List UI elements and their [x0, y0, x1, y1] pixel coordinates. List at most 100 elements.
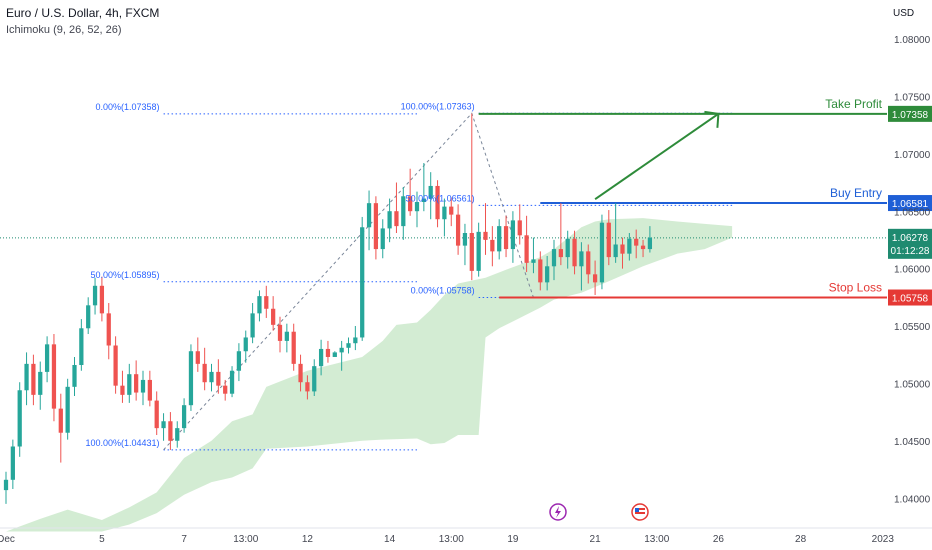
candle-body — [92, 285, 98, 306]
candle — [469, 113, 474, 281]
candle — [195, 337, 200, 372]
candle — [599, 214, 605, 290]
candle-body — [38, 371, 43, 395]
candle — [332, 351, 337, 357]
candle-body — [524, 235, 529, 263]
candle-body — [373, 203, 379, 250]
candle — [305, 375, 310, 400]
candle-body — [640, 245, 646, 250]
candle-body — [72, 365, 77, 387]
candle-body — [620, 244, 625, 254]
candle-body — [113, 345, 118, 386]
candle — [216, 359, 221, 394]
candle-body — [490, 239, 495, 252]
candle-body — [572, 238, 577, 267]
candle — [627, 233, 632, 261]
current-price-text: 1.06278 — [892, 233, 929, 244]
candle-body — [408, 196, 413, 212]
candle — [435, 180, 440, 228]
candle — [236, 343, 242, 382]
candle-body — [647, 237, 653, 250]
candle — [72, 356, 77, 396]
candle-body — [455, 214, 461, 246]
candle-body — [181, 405, 187, 429]
candle — [223, 379, 228, 401]
candle — [291, 323, 296, 371]
candle — [640, 239, 646, 258]
candle — [113, 336, 118, 394]
candle-body — [257, 296, 262, 314]
candle-body — [606, 222, 611, 258]
candle — [298, 354, 303, 392]
candle-body — [613, 244, 618, 258]
candle — [421, 162, 426, 212]
candle — [606, 210, 611, 266]
candle-body — [79, 328, 84, 366]
candle — [613, 203, 618, 263]
y-tick-label: 1.07000 — [894, 150, 931, 161]
event-icons — [549, 503, 649, 521]
candle-body — [195, 351, 200, 364]
target-arrow-head — [704, 110, 720, 128]
candle-body — [332, 352, 337, 357]
candle-body — [291, 331, 296, 364]
y-tick-label: 1.07500 — [894, 93, 931, 104]
us-flag-event-icon[interactable] — [631, 503, 649, 521]
candle-body — [284, 331, 289, 341]
fib-level-label: 0.00%(1.07358) — [96, 102, 160, 112]
take-profit-price-text: 1.07358 — [892, 110, 929, 121]
candle-body — [106, 313, 111, 346]
candle — [175, 421, 180, 448]
candle — [531, 237, 536, 274]
x-tick-label: 14 — [384, 534, 396, 545]
fib-level-label: 100.00%(1.04431) — [85, 438, 159, 448]
chart-title: Euro / U.S. Dollar, 4h, FXCM — [6, 6, 160, 20]
x-tick-label: Dec — [0, 534, 15, 545]
candle-body — [551, 249, 557, 267]
candle — [24, 352, 29, 406]
candle-body — [134, 374, 139, 393]
fib-level-label: 0.00%(1.05758) — [411, 286, 475, 296]
candle-body — [161, 421, 166, 429]
candle — [10, 439, 15, 489]
candle — [634, 229, 639, 259]
candle-body — [538, 259, 543, 283]
candle-body — [325, 348, 331, 357]
candle — [140, 370, 146, 406]
candle — [373, 196, 379, 260]
candle-body — [627, 238, 632, 254]
candle — [545, 255, 550, 291]
candle — [476, 222, 481, 277]
lightning-event-icon[interactable] — [549, 503, 567, 521]
fib-level-label: 100.00%(1.07363) — [401, 101, 475, 111]
candle-body — [51, 344, 57, 409]
fib-level-label: 50.00%(1.06561) — [406, 193, 475, 203]
candle — [250, 303, 255, 344]
candle — [503, 215, 509, 258]
candle-body — [483, 231, 488, 240]
candle — [106, 303, 111, 360]
candle-body — [449, 206, 454, 215]
candle — [620, 237, 625, 269]
x-tick-label: 28 — [795, 534, 807, 545]
candle-body — [360, 227, 365, 338]
candle-body — [140, 379, 146, 393]
indicator-label: Ichimoku (9, 26, 52, 26) — [6, 24, 122, 36]
candle-body — [586, 251, 591, 275]
candle-body — [17, 390, 22, 447]
candle-body — [442, 206, 447, 220]
candle — [442, 198, 447, 237]
candle — [538, 251, 543, 291]
drawing-lines — [0, 110, 887, 451]
candle — [360, 216, 365, 341]
candle — [161, 413, 166, 441]
x-tick-label: 19 — [507, 534, 519, 545]
candle-body — [3, 479, 9, 491]
candle — [257, 290, 262, 322]
candle-body — [277, 324, 283, 341]
candle — [325, 340, 331, 363]
buy-entry-price-tag — [888, 195, 932, 212]
candle — [209, 363, 214, 392]
candle-body — [250, 313, 255, 338]
